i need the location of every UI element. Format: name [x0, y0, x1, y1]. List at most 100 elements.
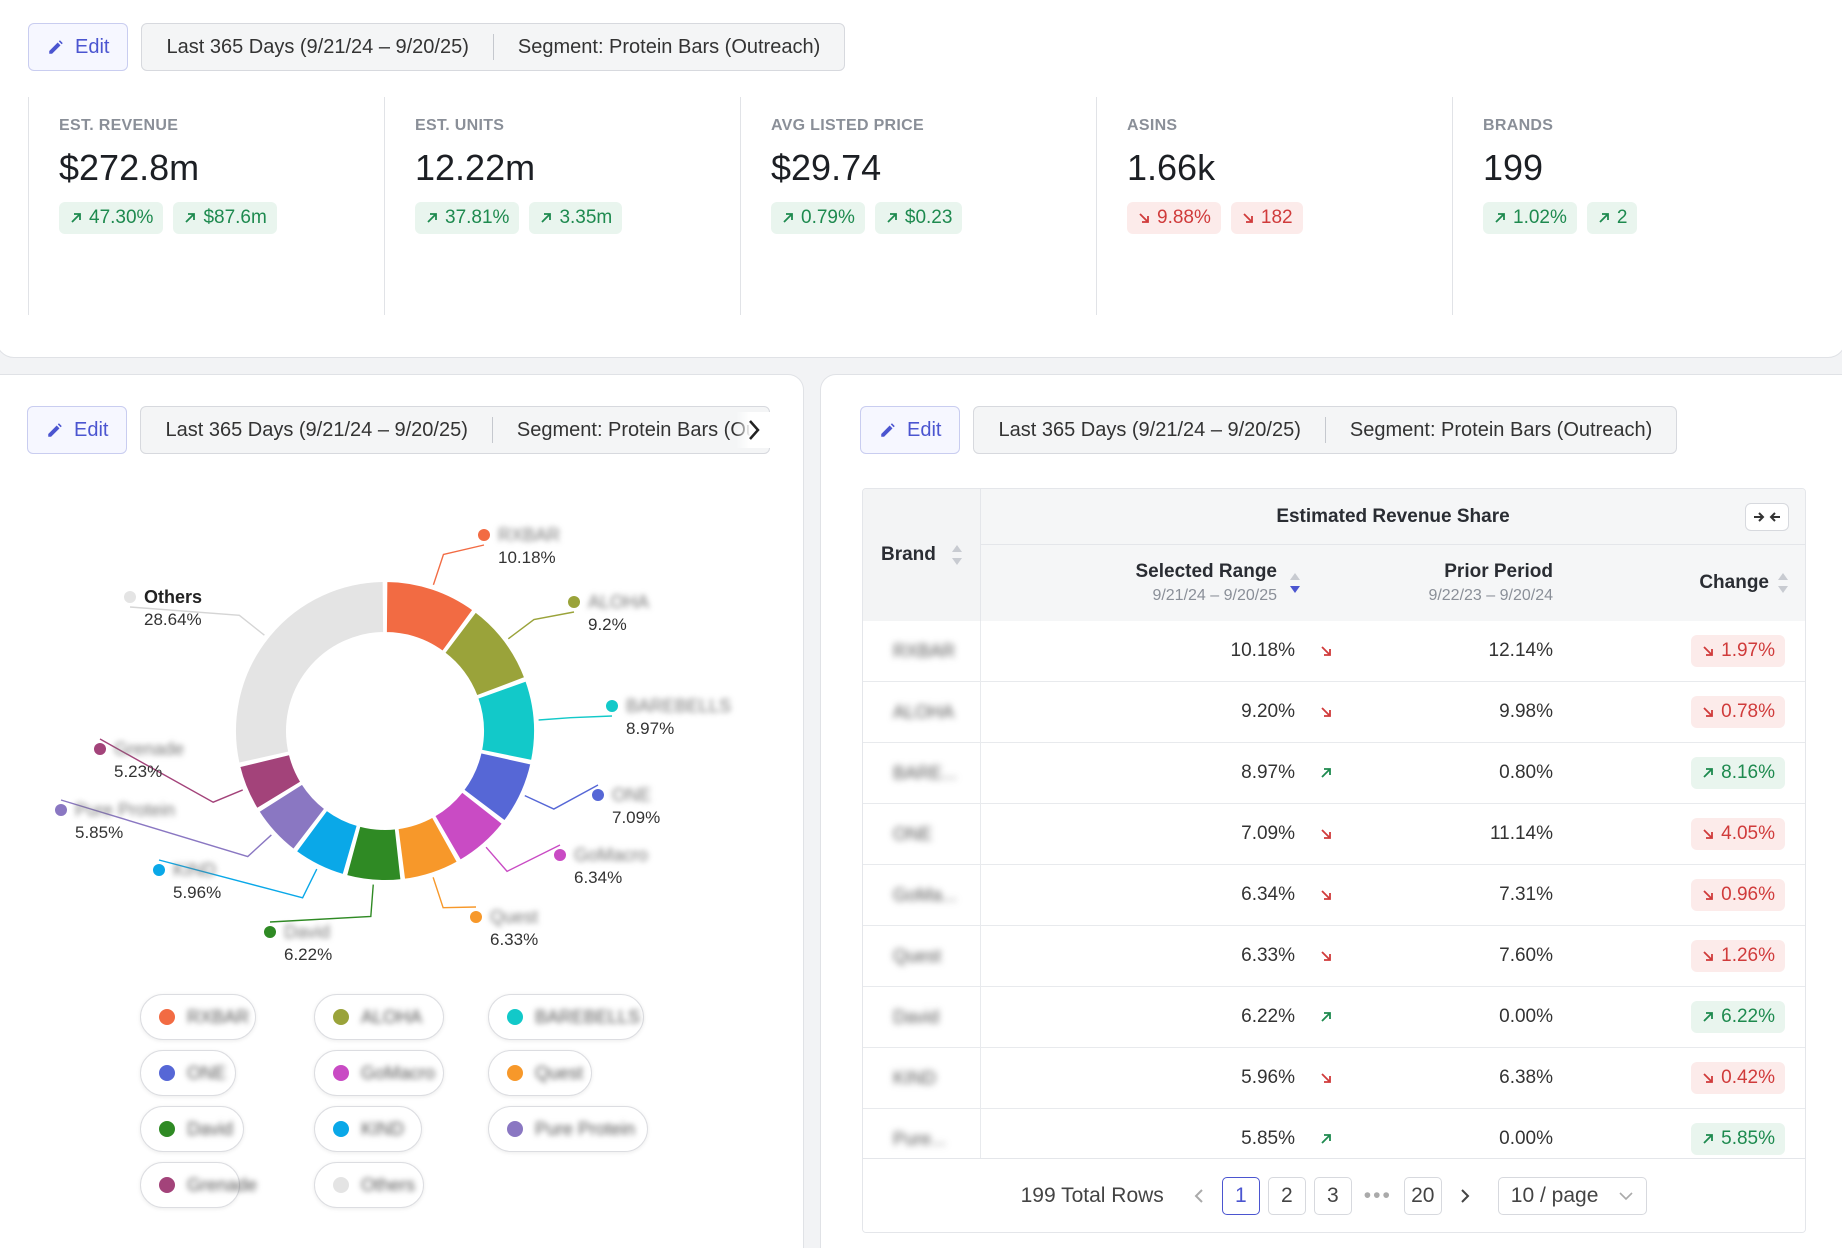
arrow-up-right-icon	[1703, 1012, 1714, 1022]
change-badge: 2	[1586, 202, 1638, 234]
legend-item[interactable]: Pure Protein	[488, 1106, 648, 1152]
legend-item[interactable]: Quest	[488, 1050, 592, 1096]
brand-column-header[interactable]: Brand	[863, 489, 981, 621]
brand-name: David	[893, 1006, 940, 1027]
donut-slice-kind[interactable]	[294, 808, 359, 877]
legend-label: David	[187, 1118, 234, 1139]
table-row[interactable]: Pure... 5.85% 0.00% 5.85%	[863, 1109, 1805, 1159]
legend-item[interactable]: RXBAR	[140, 994, 256, 1040]
collapse-columns-button[interactable]	[1745, 503, 1789, 531]
table-row[interactable]: RXBAR 10.18% 12.14% 1.97%	[863, 621, 1805, 682]
legend-swatch	[159, 1177, 175, 1193]
table-filter-chip[interactable]: Last 365 Days (9/21/24 – 9/20/25) Segmen…	[973, 406, 1678, 454]
change-badge: 6.22%	[1691, 1001, 1785, 1033]
filter-chip[interactable]: Last 365 Days (9/21/24 – 9/20/25) Segmen…	[141, 23, 846, 71]
change-column-header[interactable]: Change	[1699, 545, 1769, 621]
table-row[interactable]: KIND 5.96% 6.38% 0.42%	[863, 1048, 1805, 1109]
donut-slice-others[interactable]	[234, 580, 386, 765]
donut-slice-david[interactable]	[345, 824, 403, 882]
brand-name: ONE	[893, 823, 933, 844]
arrow-down-right-icon	[1321, 1073, 1331, 1083]
selected-range-dates: 9/21/24 – 9/20/25	[1152, 587, 1277, 604]
arrow-down-right-icon	[1321, 829, 1331, 839]
donut-filter-chip[interactable]: Last 365 Days (9/21/24 – 9/20/25) Segmen…	[140, 406, 771, 454]
legend-label: GoMacro	[361, 1062, 436, 1083]
table-row[interactable]: GoMa... 6.34% 7.31% 0.96%	[863, 865, 1805, 926]
change-value: 1.26%	[1721, 945, 1775, 966]
change-value: 5.85%	[1721, 1128, 1775, 1149]
arrow-down-right-icon	[1243, 213, 1253, 223]
table-row[interactable]: Quest 6.33% 7.60% 1.26%	[863, 926, 1805, 987]
slice-label: BAREBELLS	[626, 696, 731, 716]
table-edit-button[interactable]: Edit	[860, 406, 961, 454]
legend-swatch	[333, 1065, 349, 1081]
arrow-down-right-icon	[1321, 951, 1331, 961]
page-ellipsis[interactable]: •••	[1363, 1183, 1392, 1207]
legend-item[interactable]: GoMacro	[314, 1050, 444, 1096]
sort-icon[interactable]	[1777, 571, 1789, 595]
donut-slice-pure-protein[interactable]	[257, 782, 327, 851]
label-dot	[478, 529, 490, 541]
prior-period-value: 0.00%	[1499, 1006, 1553, 1027]
next-page-button[interactable]	[1450, 1177, 1480, 1215]
legend-item[interactable]: BAREBELLS	[488, 994, 644, 1040]
label-dot	[124, 591, 136, 603]
sort-icon-active[interactable]	[1289, 571, 1301, 595]
brand-name: GoMa...	[893, 884, 958, 905]
edit-label: Edit	[74, 418, 109, 441]
donut-slice-quest[interactable]	[396, 815, 459, 881]
metric-badges: 37.81% 3.35m	[415, 202, 623, 234]
filter-scroll-right-button[interactable]	[736, 412, 772, 448]
page-20-button[interactable]: 20	[1403, 1176, 1442, 1215]
page-3-button[interactable]: 3	[1313, 1176, 1352, 1215]
legend-label: KIND	[361, 1118, 405, 1139]
change-value: 0.78%	[1721, 701, 1775, 722]
leader-line	[99, 738, 243, 803]
page-size-select[interactable]: 10 / page	[1497, 1176, 1648, 1215]
donut-slice-gomacro[interactable]	[433, 790, 505, 862]
revenue-share-donut-chart: RXBAR 10.18% ALOHA 9.2% BAREBELLS 8.97% ONE 7.0…	[55, 525, 731, 964]
table-row[interactable]: BARE... 8.97% 0.80% 8.16%	[863, 743, 1805, 804]
legend-item[interactable]: Grenade	[140, 1162, 257, 1208]
legend-item[interactable]: ONE	[140, 1050, 236, 1096]
trend-indicator	[1319, 766, 1333, 780]
change-badge: 1.02%	[1483, 202, 1577, 234]
arrow-up-right-icon	[71, 213, 81, 223]
page-1-button[interactable]: 1	[1221, 1176, 1260, 1215]
page-2-button[interactable]: 2	[1267, 1176, 1306, 1215]
slice-label: RXBAR	[498, 525, 560, 545]
badge-text: 2	[1616, 207, 1628, 228]
donut-slice-rxbar[interactable]	[384, 580, 475, 653]
donut-slice-grenade[interactable]	[238, 753, 303, 811]
label-dot	[470, 911, 482, 923]
arrow-up-right-icon	[1495, 213, 1505, 223]
prior-period-column-header: Prior Period 9/22/23 – 9/20/24	[1428, 545, 1553, 621]
arrow-down-right-icon	[1703, 829, 1714, 839]
prev-page-button[interactable]	[1184, 1177, 1214, 1215]
legend-item[interactable]: KIND	[314, 1106, 422, 1152]
metric-asins: ASINS 1.66k 9.88% 182	[1096, 97, 1303, 315]
selected-range-value: 8.97%	[1241, 762, 1295, 783]
table-row[interactable]: ONE 7.09% 11.14% 4.05%	[863, 804, 1805, 865]
donut-slice-one[interactable]	[462, 751, 533, 823]
donut-slice-barebells[interactable]	[476, 679, 536, 762]
table-row[interactable]: David 6.22% 0.00% 6.22%	[863, 987, 1805, 1048]
legend-item[interactable]: David	[140, 1106, 244, 1152]
edit-button[interactable]: Edit	[28, 23, 129, 71]
slice-percent-label: 5.96%	[173, 883, 221, 902]
metric-avg-listed-price: AVG LISTED PRICE $29.74 0.79% $0.23	[740, 97, 963, 315]
sort-icon[interactable]	[951, 543, 963, 567]
change-value: 0.42%	[1721, 1067, 1775, 1088]
legend-item[interactable]: ALOHA	[314, 994, 444, 1040]
label-dot	[592, 789, 604, 801]
donut-slice-aloha[interactable]	[443, 610, 527, 698]
legend-item[interactable]: Others	[314, 1162, 424, 1208]
selected-range-column-header[interactable]: Selected Range 9/21/24 – 9/20/25	[1136, 545, 1278, 621]
table-row[interactable]: ALOHA 9.20% 9.98% 0.78%	[863, 682, 1805, 743]
slice-percent-label: 5.85%	[75, 823, 123, 842]
total-rows: 199 Total Rows	[1020, 1183, 1164, 1207]
donut-edit-button[interactable]: Edit	[27, 406, 128, 454]
brand-name: Pure...	[893, 1128, 947, 1149]
brand-name: KIND	[893, 1067, 937, 1088]
badge-text: 182	[1260, 207, 1293, 228]
